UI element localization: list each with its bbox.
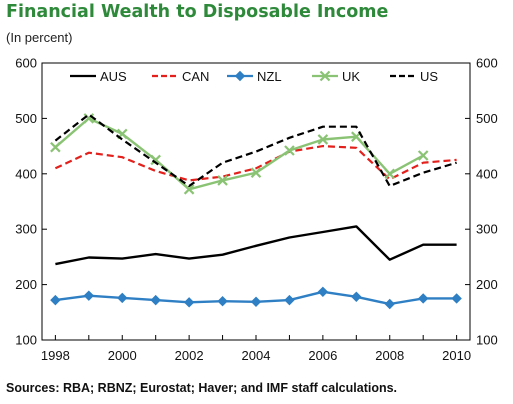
legend-item-us: US [390, 69, 438, 84]
x-tick-label: 2010 [442, 348, 471, 363]
legend-marker-uk [319, 70, 331, 82]
data-point-nzl [83, 290, 95, 301]
data-point-nzl [250, 296, 262, 307]
legend-label-us: US [420, 69, 438, 84]
data-point-uk [50, 141, 61, 153]
legend-item-aus: AUS [70, 69, 127, 84]
data-point-nzl [417, 293, 429, 304]
legend-item-nzl: NZL [227, 69, 282, 84]
data-point-uk [83, 113, 95, 124]
chart-axes: 100 100 200 200 300 300 400 400 500 500 600 600 1998… [15, 56, 497, 364]
data-point-nzl [150, 294, 161, 306]
data-point-nzl [451, 293, 462, 304]
x-tick-label: 2008 [375, 348, 404, 363]
chart-legend: AUS CAN NZL UK US [70, 69, 438, 84]
data-point-nzl [351, 291, 362, 302]
legend-label-nzl: NZL [257, 69, 282, 84]
data-point-nzl [317, 286, 329, 298]
y-tick-label-left: 600 [15, 56, 37, 71]
legend-item-can: CAN [152, 69, 209, 84]
y-tick-label-right: 200 [476, 277, 498, 292]
data-point-uk [417, 150, 429, 161]
data-point-nzl [183, 297, 195, 308]
data-point-nzl [217, 296, 228, 307]
y-tick-label-left: 400 [15, 166, 37, 181]
legend-marker-nzl [234, 70, 246, 82]
data-point-uk [183, 184, 195, 195]
series-line-aus [55, 225, 457, 266]
series-line-uk [54, 117, 424, 191]
y-tick-label-left: 300 [15, 222, 37, 237]
x-tick-label: 1998 [41, 348, 70, 363]
y-tick-label-left: 100 [15, 333, 37, 348]
x-tick-label: 2000 [108, 348, 137, 363]
data-point-uk [284, 145, 295, 156]
y-tick-label-left: 200 [15, 277, 37, 292]
y-tick-label-right: 500 [476, 111, 498, 126]
y-tick-label-right: 100 [476, 333, 498, 348]
y-tick-label-right: 600 [476, 56, 498, 71]
chart-title: Financial Wealth to Disposable Income [6, 2, 389, 22]
x-tick-label: 2006 [308, 348, 337, 363]
x-tick-label: 2004 [242, 348, 271, 363]
chart-subtitle: (In percent) [6, 30, 73, 45]
y-tick-label-right: 400 [476, 166, 498, 181]
data-point-nzl [384, 298, 395, 310]
data-point-nzl [117, 292, 128, 304]
y-tick-label-left: 500 [15, 111, 37, 126]
y-tick-label-right: 300 [476, 222, 498, 237]
data-point-nzl [284, 294, 295, 306]
data-point-uk [250, 167, 262, 178]
x-tick-label: 2002 [175, 348, 204, 363]
data-point-uk [217, 175, 228, 186]
chart-source-note: Sources: RBA; RBNZ; Eurostat; Haver; and… [6, 381, 398, 395]
legend-label-uk: UK [342, 69, 360, 84]
data-point-uk [150, 154, 161, 166]
series-line-can [54, 145, 457, 182]
chart-series [50, 113, 462, 310]
legend-label-aus: AUS [100, 69, 127, 84]
data-point-uk [384, 168, 396, 180]
legend-item-uk: UK [312, 69, 360, 84]
legend-label-can: CAN [182, 69, 209, 84]
data-point-uk [317, 134, 329, 145]
data-point-nzl [50, 294, 61, 306]
